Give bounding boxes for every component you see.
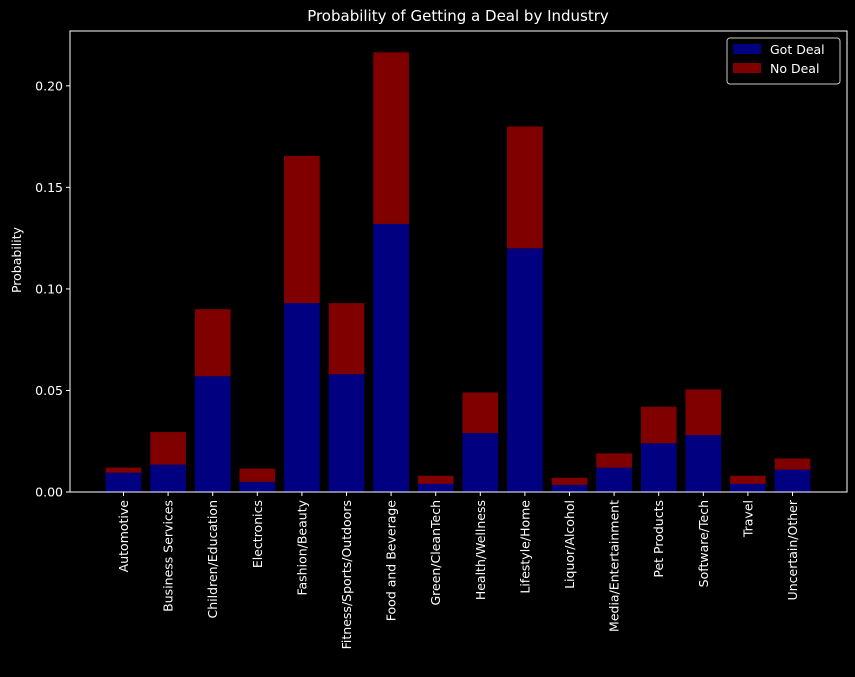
x-tick-label: Children/Education [205,500,220,618]
bar-got-deal [640,443,677,492]
y-axis-label: Probability [9,226,24,293]
bar-no-deal [150,432,186,465]
bar-no-deal [462,392,499,434]
bar-no-deal [685,389,722,436]
bar-got-deal [462,433,499,492]
bar-got-deal [507,248,543,492]
x-tick-label: Uncertain/Other [785,499,800,600]
bar-no-deal [551,477,588,485]
x-tick-label: Software/Tech [696,500,711,587]
bar-got-deal [774,469,811,492]
bar-no-deal [328,303,365,375]
x-tick-label: Electronics [250,500,265,568]
plot-frame [69,30,848,493]
x-tick-label: Fitness/Sports/Outdoors [339,500,354,649]
x-tick-label: Food and Beverage [384,500,399,622]
bar-got-deal [194,376,231,492]
bar-got-deal [417,483,454,492]
x-tick-label: Pet Products [651,500,666,578]
bar-got-deal [239,481,276,492]
legend-swatch [733,63,761,73]
bar-got-deal [373,223,409,493]
bar-got-deal [730,483,766,492]
bar-no-deal [105,467,142,473]
x-tick-label: Liquor/Alcohol [562,500,577,589]
bar-no-deal [507,126,543,249]
x-tick-label: Lifestyle/Home [517,500,532,594]
chart-title: Probability of Getting a Deal by Industr… [307,7,609,25]
bar-got-deal [150,464,186,492]
legend-label: No Deal [770,61,819,76]
bar-no-deal [373,52,409,224]
legend-swatch [733,44,761,54]
x-tick-label: Green/CleanTech [428,500,443,606]
x-tick-label: Fashion/Beauty [294,499,309,595]
bar-no-deal [640,406,677,444]
bar-no-deal [239,468,276,482]
x-tick-label: Business Services [161,500,176,612]
x-tick-label: Automotive [116,500,131,573]
bar-got-deal [551,484,588,492]
y-tick-label: 0.10 [35,281,63,296]
bar-got-deal [685,435,722,492]
y-tick-label: 0.05 [35,383,63,398]
y-tick-label: 0.00 [35,485,63,500]
bar-got-deal [105,472,142,492]
legend: Got Deal No Deal [726,37,841,85]
axes-layer: 0.00 0.05 0.10 0.15 0.20 Automotive Business S… [35,30,848,649]
bar-no-deal [596,453,632,468]
legend-label: Got Deal [770,42,825,57]
y-tick-label: 0.15 [35,180,63,195]
x-tick-label: Travel [740,500,755,538]
y-tick-label: 0.20 [35,78,63,93]
bar-got-deal [328,374,365,492]
bar-no-deal [417,475,454,484]
bar-no-deal [774,458,811,470]
bar-no-deal [730,475,766,484]
bar-got-deal [284,303,320,492]
bars-layer [105,52,811,493]
bar-no-deal [284,155,320,304]
x-tick-label: Health/Wellness [473,500,488,600]
bar-no-deal [194,309,231,377]
bar-got-deal [596,467,632,492]
x-tick-label: Media/Entertainment [607,500,622,632]
